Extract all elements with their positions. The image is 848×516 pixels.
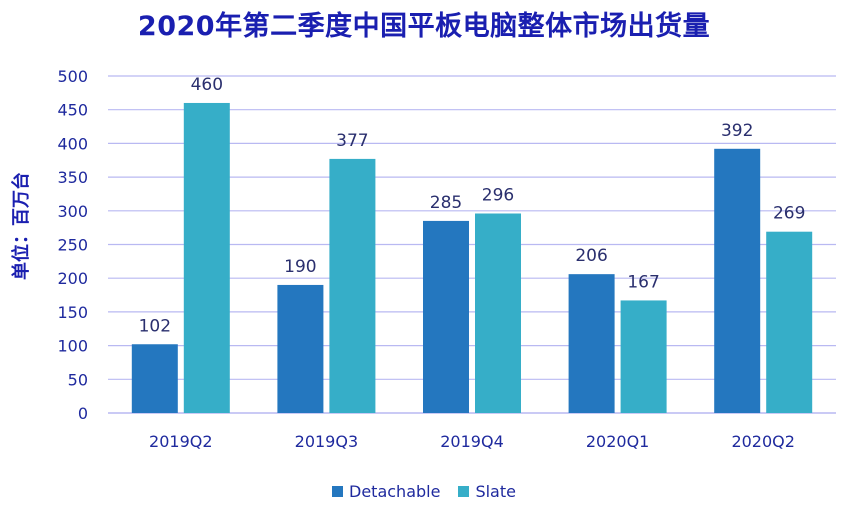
y-tick-label: 300 bbox=[57, 202, 88, 221]
y-tick-label: 0 bbox=[78, 404, 88, 423]
data-label: 460 bbox=[191, 75, 223, 95]
data-label: 269 bbox=[773, 204, 805, 224]
data-label: 167 bbox=[627, 272, 659, 292]
bar-detachable-2019q4 bbox=[423, 220, 469, 413]
data-label: 190 bbox=[284, 257, 316, 277]
data-labels: 102 460 190 377 285 296 206 167 392 269 bbox=[139, 75, 806, 336]
bar-detachable-2020q1 bbox=[568, 274, 615, 413]
data-label: 392 bbox=[721, 121, 753, 141]
x-tick-label: 2019Q3 bbox=[295, 432, 359, 451]
bar-slate-2019q2 bbox=[183, 102, 230, 414]
bar-slate-2020q2 bbox=[766, 231, 813, 413]
legend-label: Slate bbox=[475, 482, 516, 501]
data-label: 206 bbox=[575, 246, 607, 266]
legend-item-slate: Slate bbox=[458, 482, 516, 501]
y-tick-label: 200 bbox=[57, 269, 88, 288]
y-tick-label: 50 bbox=[68, 370, 88, 389]
y-tick-label: 250 bbox=[57, 236, 88, 255]
data-label: 102 bbox=[139, 316, 171, 336]
y-tick-label: 150 bbox=[57, 303, 88, 322]
y-tick-label: 100 bbox=[57, 337, 88, 356]
y-axis-label: 单位：百万台 bbox=[10, 172, 32, 280]
x-tick-label: 2020Q2 bbox=[731, 432, 795, 451]
x-tick-label: 2020Q1 bbox=[586, 432, 650, 451]
legend-swatch bbox=[332, 486, 344, 497]
legend-item-detachable: Detachable bbox=[332, 482, 440, 501]
data-label: 377 bbox=[336, 131, 368, 151]
y-tick-label: 500 bbox=[57, 67, 88, 86]
bars bbox=[131, 102, 813, 414]
bar-detachable-2019q2 bbox=[131, 344, 178, 413]
bar-slate-2020q1 bbox=[620, 300, 667, 413]
y-tick-label: 400 bbox=[57, 134, 88, 153]
x-tick-label: 2019Q2 bbox=[149, 432, 213, 451]
x-tick-label: 2019Q4 bbox=[440, 432, 504, 451]
data-label: 285 bbox=[430, 193, 462, 213]
legend: Detachable Slate bbox=[0, 482, 848, 501]
legend-swatch bbox=[458, 486, 470, 497]
bar-detachable-2019q3 bbox=[277, 284, 324, 413]
bar-slate-2019q4 bbox=[475, 213, 521, 413]
x-axis-ticks: 2019Q2 2019Q3 2019Q4 2020Q1 2020Q2 bbox=[149, 432, 795, 451]
legend-label: Detachable bbox=[349, 482, 441, 501]
bar-detachable-2020q2 bbox=[714, 148, 761, 414]
y-tick-label: 450 bbox=[57, 101, 88, 120]
y-axis-ticks: 0 50 100 150 200 250 300 350 400 450 500 bbox=[57, 67, 88, 423]
bar-slate-2019q3 bbox=[329, 158, 376, 413]
y-tick-label: 350 bbox=[57, 168, 88, 187]
chart-title: 2020年第二季度中国平板电脑整体市场出货量 bbox=[137, 11, 711, 42]
data-label: 296 bbox=[482, 185, 514, 205]
